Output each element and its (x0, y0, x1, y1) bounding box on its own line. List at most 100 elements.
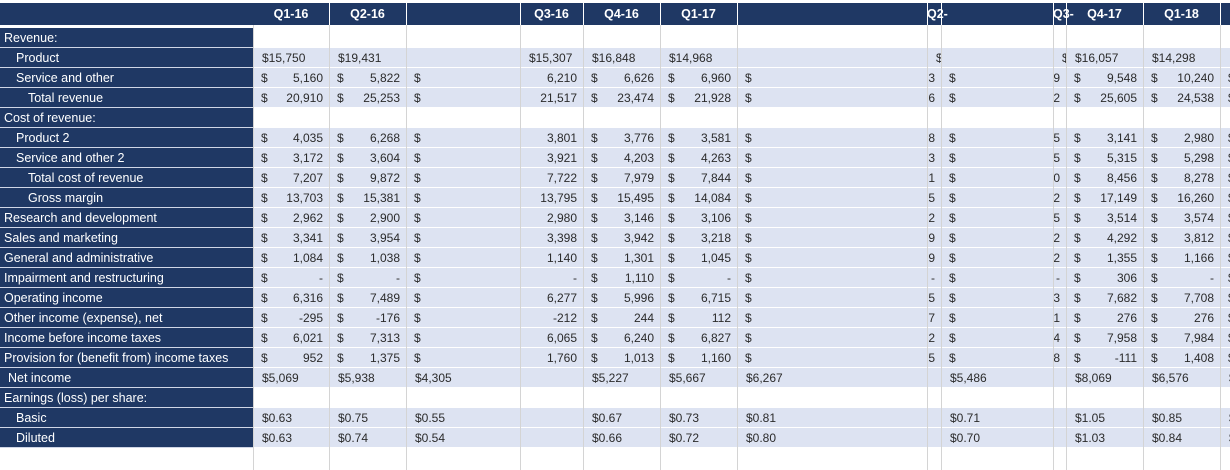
data-cell[interactable]: $3,172 (254, 148, 329, 168)
data-cell[interactable]: $ (1221, 168, 1230, 188)
data-cell[interactable]: $16,057 (1067, 48, 1143, 68)
row-label[interactable]: Income before income taxes (0, 328, 253, 348)
data-cell[interactable]: $ (738, 188, 927, 208)
row-label[interactable]: Service and other (0, 68, 253, 88)
data-cell[interactable]: $244 (584, 308, 660, 328)
data-cell[interactable] (521, 108, 583, 128)
data-cell[interactable]: $6,267 (738, 368, 927, 388)
data-cell[interactable]: $3,581 (661, 128, 737, 148)
data-cell[interactable]: 1,202 (1054, 248, 1066, 268)
data-cell[interactable] (942, 48, 1053, 68)
data-cell[interactable]: $952 (254, 348, 329, 368)
data-cell[interactable]: $1,355 (1067, 248, 1143, 268)
data-cell[interactable]: $14,084 (661, 188, 737, 208)
data-cell[interactable]: $3,106 (661, 208, 737, 228)
data-cell[interactable]: $ - (330, 268, 406, 288)
data-cell[interactable]: - (928, 268, 941, 288)
data-cell[interactable] (1221, 28, 1230, 48)
data-cell[interactable]: 7,553 (928, 68, 941, 88)
data-cell[interactable]: $21,928 (661, 88, 737, 108)
data-cell[interactable]: $(6 (1221, 368, 1230, 388)
data-cell[interactable]: 21,517 (521, 88, 583, 108)
data-cell[interactable] (1054, 408, 1066, 428)
data-cell[interactable]: $ (407, 288, 520, 308)
data-cell[interactable]: $6,576 (1144, 368, 1220, 388)
data-cell[interactable]: $0.80 (738, 428, 927, 448)
data-cell[interactable]: $3,514 (1067, 208, 1143, 228)
data-cell[interactable]: - (1054, 268, 1066, 288)
data-cell[interactable]: $0.63 (254, 408, 329, 428)
data-cell[interactable]: $ (738, 168, 927, 188)
data-cell[interactable]: $ (738, 308, 927, 328)
data-cell[interactable]: $3,574 (1144, 208, 1220, 228)
data-cell[interactable]: $ (738, 88, 927, 108)
data-cell[interactable]: $1,166 (1144, 248, 1220, 268)
data-cell[interactable]: $0.74 (330, 428, 406, 448)
data-cell[interactable]: $1,084 (254, 248, 329, 268)
data-cell[interactable]: $ - (254, 268, 329, 288)
data-cell[interactable]: $4,035 (254, 128, 329, 148)
data-cell[interactable]: $5,227 (584, 368, 660, 388)
data-cell[interactable]: $3,604 (330, 148, 406, 168)
data-cell[interactable]: 5,378 (928, 128, 941, 148)
row-label[interactable]: Provision for (benefit from) income taxe… (0, 348, 253, 368)
data-cell[interactable]: $ (1221, 268, 1230, 288)
data-cell[interactable]: $276 (1144, 308, 1220, 328)
data-cell[interactable]: 6,065 (521, 328, 583, 348)
data-cell[interactable] (1144, 28, 1220, 48)
data-cell[interactable]: $0.67 (584, 408, 660, 428)
data-cell[interactable] (738, 28, 927, 48)
data-cell[interactable]: $ (407, 68, 520, 88)
data-cell[interactable]: $ (407, 148, 520, 168)
data-cell[interactable]: 6,210 (521, 68, 583, 88)
data-cell[interactable]: $4,305 (407, 368, 520, 388)
data-cell[interactable]: $0.54 (407, 428, 520, 448)
data-cell[interactable]: 15,925 (928, 188, 941, 208)
data-cell[interactable]: $ (1221, 88, 1230, 108)
data-cell[interactable]: $0.84 (1144, 428, 1220, 448)
data-cell[interactable]: $10,240 (1144, 68, 1220, 88)
data-cell[interactable]: $6,827 (661, 328, 737, 348)
data-cell[interactable]: $3,812 (1144, 228, 1220, 248)
data-cell[interactable] (1054, 28, 1066, 48)
data-cell[interactable]: $15,381 (330, 188, 406, 208)
data-cell[interactable]: $1.05 (1067, 408, 1143, 428)
data-cell[interactable]: $ (407, 128, 520, 148)
row-label[interactable]: Net income (0, 368, 253, 388)
data-cell[interactable]: $5,938 (330, 368, 406, 388)
data-cell[interactable] (521, 28, 583, 48)
data-cell[interactable]: $3,954 (330, 228, 406, 248)
row-label[interactable]: Gross margin (0, 188, 253, 208)
data-cell[interactable]: $ -295 (254, 308, 329, 328)
data-cell[interactable]: $14,968 (661, 48, 737, 68)
data-cell[interactable]: $19,431 (330, 48, 406, 68)
column-header[interactable]: Q1-18 (1143, 3, 1221, 25)
data-cell[interactable]: $ (738, 228, 927, 248)
data-cell[interactable] (928, 428, 941, 448)
data-cell[interactable]: $0.55 (407, 408, 520, 428)
data-cell[interactable] (521, 408, 583, 428)
data-cell[interactable] (521, 388, 583, 408)
data-cell[interactable]: 6,277 (521, 288, 583, 308)
data-cell[interactable]: $ (738, 248, 927, 268)
column-header[interactable]: Q1-16 (253, 3, 330, 25)
data-cell[interactable]: $24,538 (1144, 88, 1220, 108)
data-cell[interactable]: $4,292 (1067, 228, 1143, 248)
data-cell[interactable]: $5,822 (330, 68, 406, 88)
data-cell[interactable]: $0.71 (942, 408, 1053, 428)
data-cell[interactable] (521, 428, 583, 448)
data-cell[interactable]: $ (1221, 308, 1230, 328)
data-cell[interactable]: 3,872 (1054, 228, 1066, 248)
data-cell[interactable]: $0.66 (584, 428, 660, 448)
data-cell[interactable]: $3,942 (584, 228, 660, 248)
data-cell[interactable]: $112 (661, 308, 737, 328)
data-cell[interactable]: $(0 (1221, 408, 1230, 428)
data-cell[interactable]: $16,260 (1144, 188, 1220, 208)
data-cell[interactable]: $6,316 (254, 288, 329, 308)
data-cell[interactable]: $0.73 (661, 408, 737, 428)
row-label[interactable]: Cost of revenue: (0, 108, 253, 128)
data-cell[interactable]: $8,069 (1067, 368, 1143, 388)
data-cell[interactable]: $5,315 (1067, 148, 1143, 168)
data-cell[interactable]: $276 (1067, 308, 1143, 328)
data-cell[interactable]: 3,062 (928, 208, 941, 228)
